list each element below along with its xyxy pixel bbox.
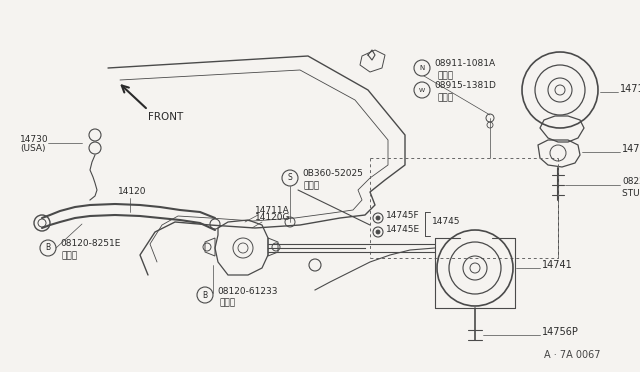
Text: B: B	[202, 291, 207, 299]
Text: (USA): (USA)	[20, 144, 45, 154]
Text: 14120G: 14120G	[255, 213, 291, 222]
Text: W: W	[419, 87, 425, 93]
Text: 14741: 14741	[542, 260, 573, 270]
Text: 14745: 14745	[432, 217, 461, 225]
Text: A · 7A 0067: A · 7A 0067	[543, 350, 600, 360]
Text: 14719: 14719	[622, 144, 640, 154]
Text: FRONT: FRONT	[148, 112, 183, 122]
Text: S: S	[287, 173, 292, 183]
Text: （２）: （２）	[219, 298, 235, 308]
Text: 14745E: 14745E	[386, 225, 420, 234]
Text: 0B360-52025: 0B360-52025	[302, 170, 363, 179]
Text: （２）: （２）	[438, 71, 454, 80]
Text: 14756P: 14756P	[542, 327, 579, 337]
Text: 08911-1081A: 08911-1081A	[434, 60, 495, 68]
Text: （２）: （２）	[62, 251, 78, 260]
Text: 14730: 14730	[20, 135, 49, 144]
Text: （２）: （２）	[304, 182, 320, 190]
Text: 08120-8251E: 08120-8251E	[60, 240, 120, 248]
Text: 14710: 14710	[620, 84, 640, 94]
Text: N: N	[419, 65, 424, 71]
Circle shape	[376, 230, 380, 234]
Text: 08120-61233: 08120-61233	[217, 286, 278, 295]
Text: 08223-82210: 08223-82210	[622, 177, 640, 186]
Text: 08915-1381D: 08915-1381D	[434, 81, 496, 90]
Text: （２）: （２）	[438, 93, 454, 103]
Text: B: B	[45, 244, 51, 253]
Text: STUD スタッド: STUD スタッド	[622, 189, 640, 198]
Text: 14711A: 14711A	[255, 206, 290, 215]
Text: 14120: 14120	[118, 187, 147, 196]
Circle shape	[376, 216, 380, 220]
Text: 14745F: 14745F	[386, 212, 420, 221]
